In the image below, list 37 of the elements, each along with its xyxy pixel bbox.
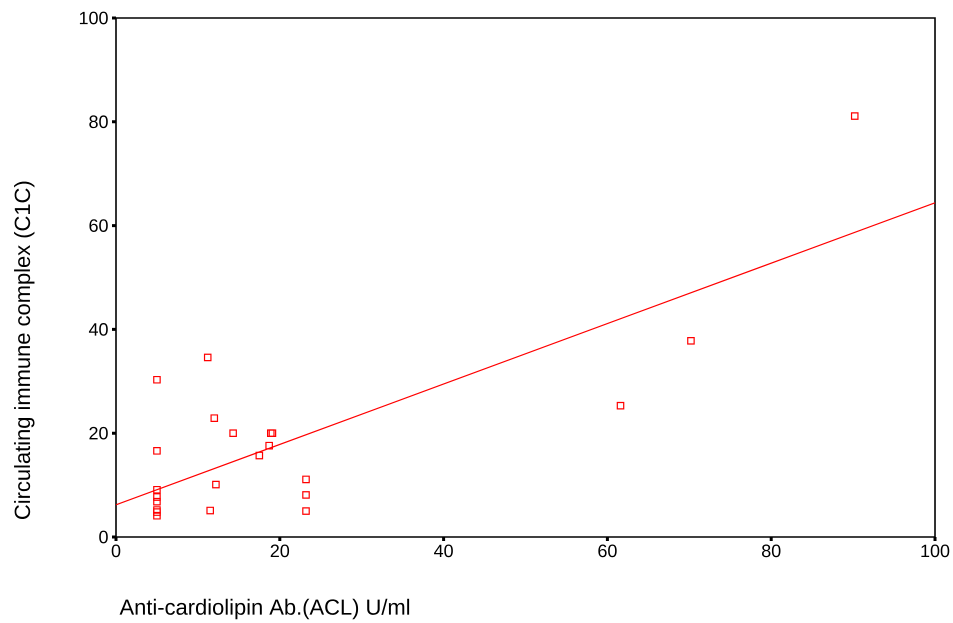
- x-tick-label: 20: [270, 544, 290, 558]
- point: [229, 429, 237, 437]
- x-tick-label: 60: [598, 544, 617, 558]
- point: [687, 337, 695, 345]
- y-tick-label: 20: [89, 426, 108, 440]
- point: [302, 476, 310, 484]
- point: [268, 429, 276, 437]
- point: [302, 507, 310, 515]
- point: [616, 402, 624, 410]
- point: [210, 414, 218, 422]
- y-tick-label: 80: [89, 115, 108, 128]
- point: [153, 376, 161, 384]
- y-tick-label: 60: [89, 219, 108, 232]
- y-tick-label: 40: [88, 323, 108, 336]
- x-tick-label: 0: [112, 544, 120, 558]
- point: [850, 112, 859, 120]
- y-tick-label: 100: [80, 12, 108, 24]
- point: [265, 442, 273, 450]
- point: [153, 512, 161, 520]
- point: [153, 493, 161, 501]
- y-axis-title: Circulating immune complex (C1C): [14, 182, 34, 519]
- x-tick-label: 80: [762, 544, 780, 558]
- point: [266, 429, 275, 437]
- x-tick-label: 100: [921, 544, 950, 558]
- x-tick-label: 40: [434, 544, 453, 558]
- point: [153, 486, 161, 494]
- point: [212, 480, 220, 488]
- point: [256, 452, 264, 460]
- point: [206, 506, 214, 514]
- point: [204, 354, 212, 362]
- point: [153, 447, 161, 455]
- y-tick-label: 0: [99, 530, 108, 544]
- point: [153, 506, 161, 514]
- x-axis-title: Anti-cardiolipin Ab.(ACL) U/ml: [120, 598, 410, 620]
- point: [302, 491, 310, 499]
- point: [153, 498, 161, 506]
- point: [153, 508, 161, 516]
